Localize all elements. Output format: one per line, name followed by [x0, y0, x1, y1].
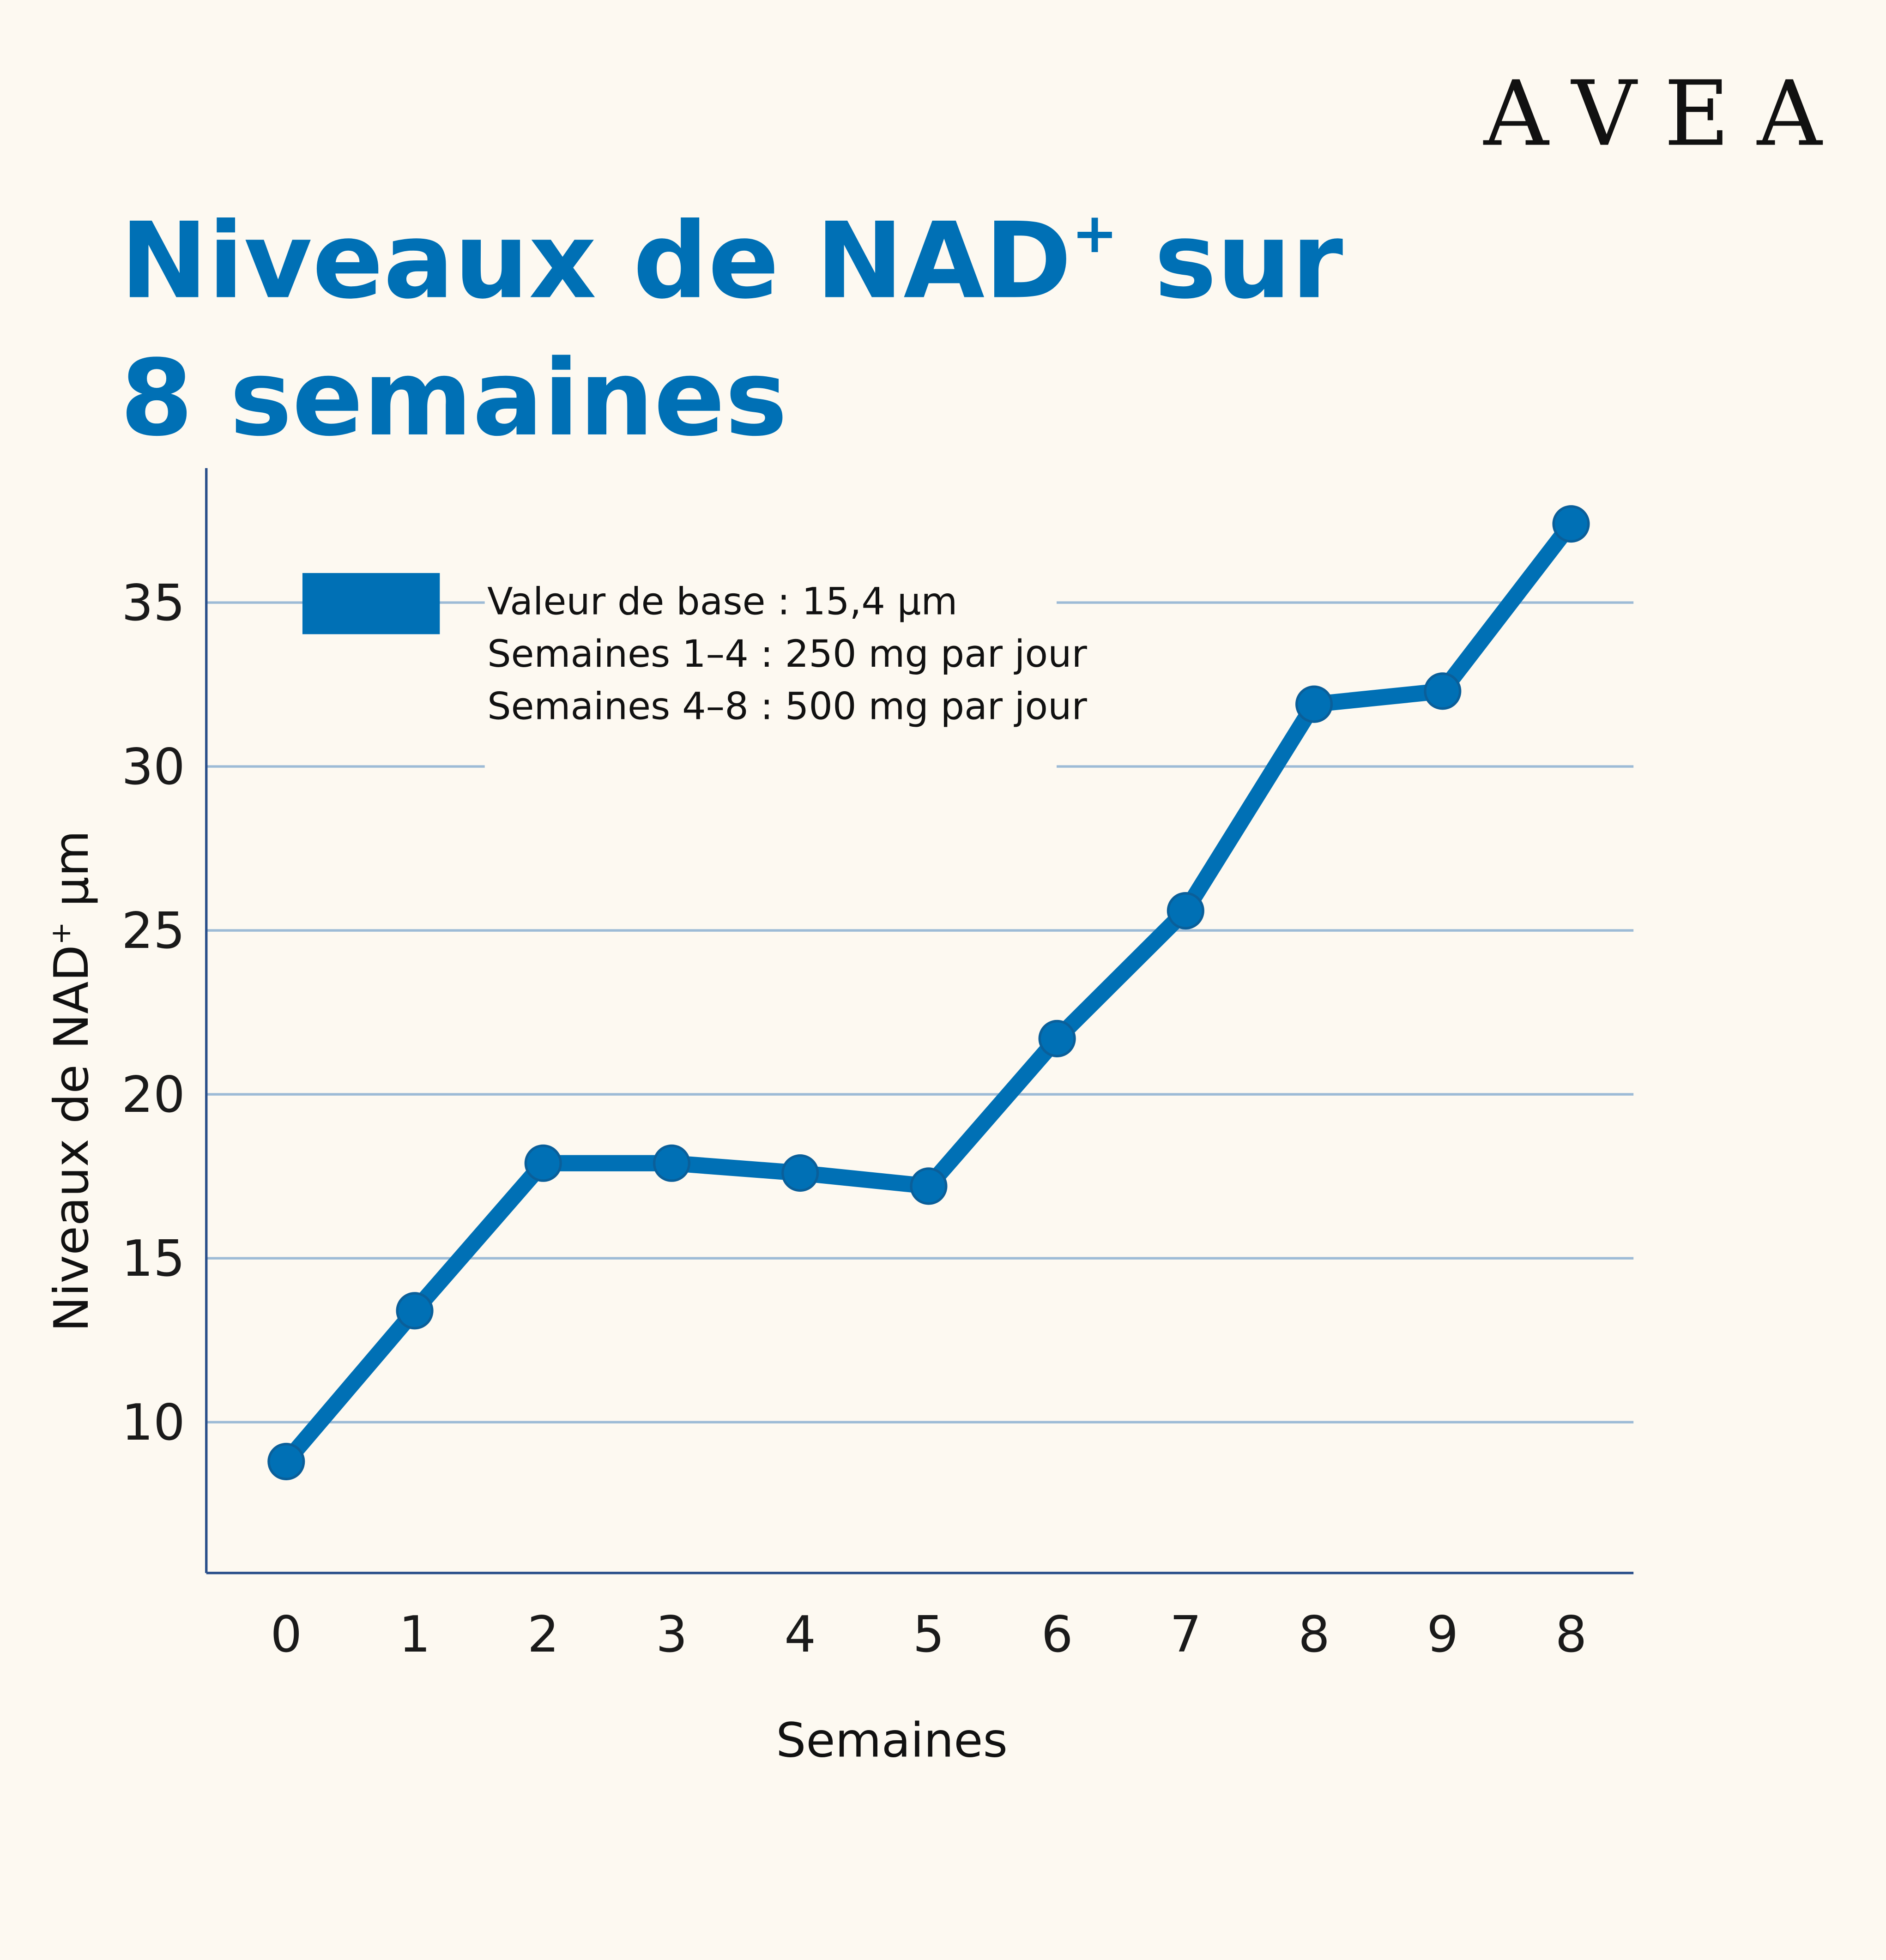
y-tick-label: 25 — [121, 902, 185, 960]
y-tick-label: 20 — [121, 1066, 185, 1124]
y-tick-label: 10 — [121, 1393, 185, 1452]
x-tick-label: 5 — [913, 1605, 944, 1664]
x-tick-label: 1 — [399, 1605, 431, 1664]
y-tick-label: 15 — [121, 1230, 185, 1288]
x-tick-label: 0 — [270, 1605, 302, 1664]
data-point — [1167, 892, 1204, 930]
avea-logo: AVEA — [1483, 61, 1850, 166]
data-point — [267, 1442, 305, 1480]
chart-title-line1: Niveaux de NAD+ sur — [120, 200, 1343, 322]
data-point — [1552, 505, 1590, 543]
x-tick-label: 6 — [1041, 1605, 1073, 1664]
x-axis-label: Semaines — [776, 1713, 1008, 1768]
x-tick-label: 9 — [1427, 1605, 1458, 1664]
data-point — [1424, 672, 1462, 710]
x-tick-label: 7 — [1170, 1605, 1202, 1664]
data-point — [396, 1292, 434, 1330]
chart-title-line2: 8 semaines — [120, 337, 787, 459]
x-tick-label: 4 — [784, 1605, 816, 1664]
y-ticks: 10 15 20 25 30 35 — [121, 574, 185, 1452]
x-ticks: 0 1 2 3 4 5 6 7 8 9 8 — [270, 1605, 1587, 1664]
x-tick-label: 2 — [527, 1605, 559, 1664]
legend-line-2: Semaines 1–4 : 250 mg par jour — [487, 633, 1087, 676]
data-point — [1295, 685, 1333, 723]
y-tick-label: 35 — [121, 574, 185, 632]
y-axis-label: Niveaux de NAD+ µm — [44, 830, 99, 1332]
data-point — [781, 1154, 819, 1192]
data-point — [1038, 1019, 1076, 1057]
legend-swatch — [302, 573, 440, 634]
x-tick-label: 8 — [1298, 1605, 1330, 1664]
data-point — [910, 1167, 948, 1205]
legend-line-1: Valeur de base : 15,4 µm — [487, 580, 957, 623]
x-tick-label: 8 — [1555, 1605, 1587, 1664]
y-tick-label: 30 — [121, 738, 185, 796]
legend-line-3: Semaines 4–8 : 500 mg par jour — [487, 685, 1087, 728]
x-tick-label: 3 — [656, 1605, 688, 1664]
data-point — [524, 1144, 562, 1182]
legend-background — [484, 568, 1057, 780]
series-line — [267, 505, 1590, 1480]
data-point — [653, 1144, 691, 1182]
